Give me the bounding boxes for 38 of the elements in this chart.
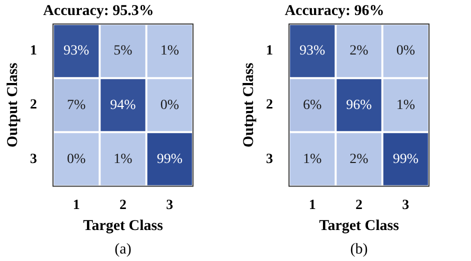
x-tick-label: 3: [166, 198, 174, 214]
data-label: 2%: [350, 44, 369, 59]
x-tick-label: 1: [308, 198, 316, 214]
chart-title: Accuracy: 96%: [284, 2, 384, 19]
data-label: 1%: [160, 44, 180, 59]
data-label: 93%: [299, 44, 326, 59]
text: (a): [114, 241, 132, 258]
data-label: 0%: [160, 98, 180, 113]
data-label: 96%: [346, 98, 372, 113]
text: (b): [350, 241, 368, 258]
data-label: 94%: [110, 98, 136, 113]
y-tick-label: 1: [266, 44, 273, 59]
data-label: 2%: [350, 152, 369, 167]
data-label: 0%: [396, 44, 416, 59]
x-axis-title: Target Class: [83, 218, 164, 234]
data-label: 99%: [392, 152, 419, 167]
y-tick-label: 3: [266, 152, 273, 167]
y-tick-label: 2: [30, 98, 37, 113]
data-label: 6%: [302, 98, 322, 113]
data-label: 7%: [66, 98, 86, 113]
y-axis-title: Output Class: [4, 62, 21, 148]
x-tick-label: 2: [120, 198, 126, 214]
data-label: 1%: [302, 152, 322, 167]
chart-title: Accuracy: 95.3%: [43, 2, 154, 19]
data-label: 5%: [114, 44, 133, 59]
y-tick-label: 1: [30, 44, 37, 59]
data-label: 1%: [396, 98, 416, 113]
data-label: 99%: [156, 152, 183, 167]
x-tick-label: 1: [72, 198, 80, 214]
y-tick-label: 2: [266, 98, 273, 113]
x-tick-label: 2: [356, 198, 362, 214]
data-label: 1%: [114, 152, 133, 167]
x-tick-label: 3: [402, 198, 410, 214]
x-axis-title: Target Class: [319, 218, 400, 234]
y-tick-label: 3: [30, 152, 37, 167]
y-axis-title: Output Class: [240, 62, 257, 148]
data-label: 93%: [63, 44, 90, 59]
data-label: 0%: [66, 152, 86, 167]
